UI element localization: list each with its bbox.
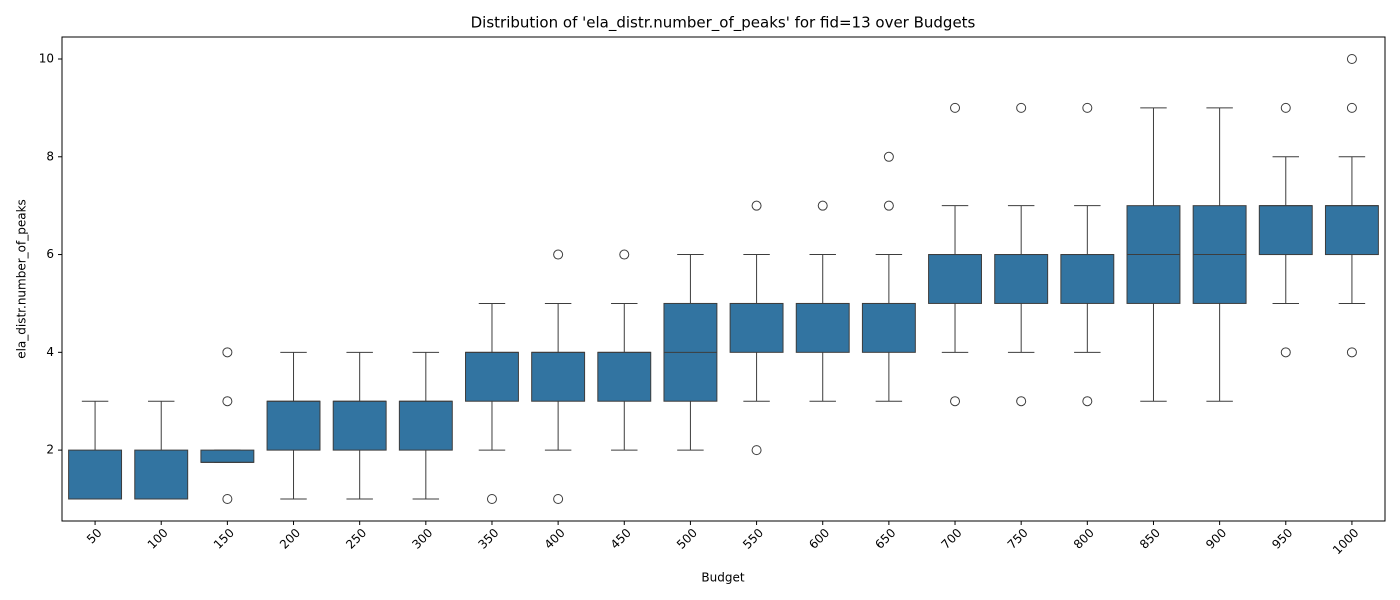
box [465,351,519,402]
box [1324,205,1379,256]
box [928,254,982,304]
x-tick-label: 200 [277,526,303,552]
x-tick-label: 150 [211,526,237,552]
x-tick-label: 550 [740,526,766,552]
y-tick-label: 4 [46,345,54,359]
x-tick-label: 750 [1005,526,1031,552]
outlier [751,445,762,456]
box [200,449,255,463]
x-tick-label: 600 [806,526,832,552]
x-tick-label: 650 [872,526,898,552]
outlier [222,396,233,407]
outlier [222,347,233,358]
outlier [1280,347,1291,358]
outlier [950,396,961,407]
outlier [1016,102,1027,113]
x-tick-label: 500 [674,526,700,552]
x-tick-label: 850 [1137,526,1163,552]
outlier [553,249,564,260]
x-tick-label: 300 [409,526,435,552]
x-tick-label: 800 [1071,526,1097,552]
x-tick-label: 450 [608,526,634,552]
outlier [883,151,894,162]
outlier [751,200,762,211]
x-tick-label: 100 [145,526,171,552]
outlier [486,494,497,504]
outlier [553,494,564,504]
y-tick-label: 10 [39,52,54,66]
box [531,351,586,402]
x-axis-label: Budget [701,571,744,585]
outlier [1346,54,1357,64]
box [729,302,784,353]
outlier [1016,396,1027,407]
y-tick-label: 8 [46,149,54,163]
outlier [1346,102,1357,113]
x-tick-label: 900 [1203,526,1229,552]
outlier [1082,102,1093,113]
outlier [619,249,630,260]
box [1060,254,1115,304]
x-tick-label: 1000 [1330,526,1361,557]
box [994,254,1049,304]
box [1258,205,1313,256]
outlier [1280,102,1291,113]
box [597,351,652,402]
outlier [1082,396,1093,407]
outlier [222,494,233,504]
x-tick-label: 350 [475,526,501,552]
outlier [950,102,961,113]
y-axis-label: ela_distr.number_of_peaks [15,199,29,359]
y-tick-label: 6 [46,247,54,261]
x-tick-label: 700 [939,526,965,552]
x-tick-label: 50 [84,526,105,547]
y-tick-label: 2 [46,443,54,457]
box [861,302,916,353]
box [134,449,189,500]
box [332,400,387,451]
x-tick-label: 400 [542,526,568,552]
outlier [1346,347,1357,358]
x-tick-label: 250 [343,526,369,552]
box [398,400,453,451]
outlier [817,200,828,211]
box [68,449,123,500]
chart-title: Distribution of 'ela_distr.number_of_pea… [471,14,976,33]
x-tick-label: 950 [1269,526,1295,552]
box [266,400,321,451]
plot-frame [61,36,1386,522]
box [795,302,850,353]
outlier [883,200,894,211]
